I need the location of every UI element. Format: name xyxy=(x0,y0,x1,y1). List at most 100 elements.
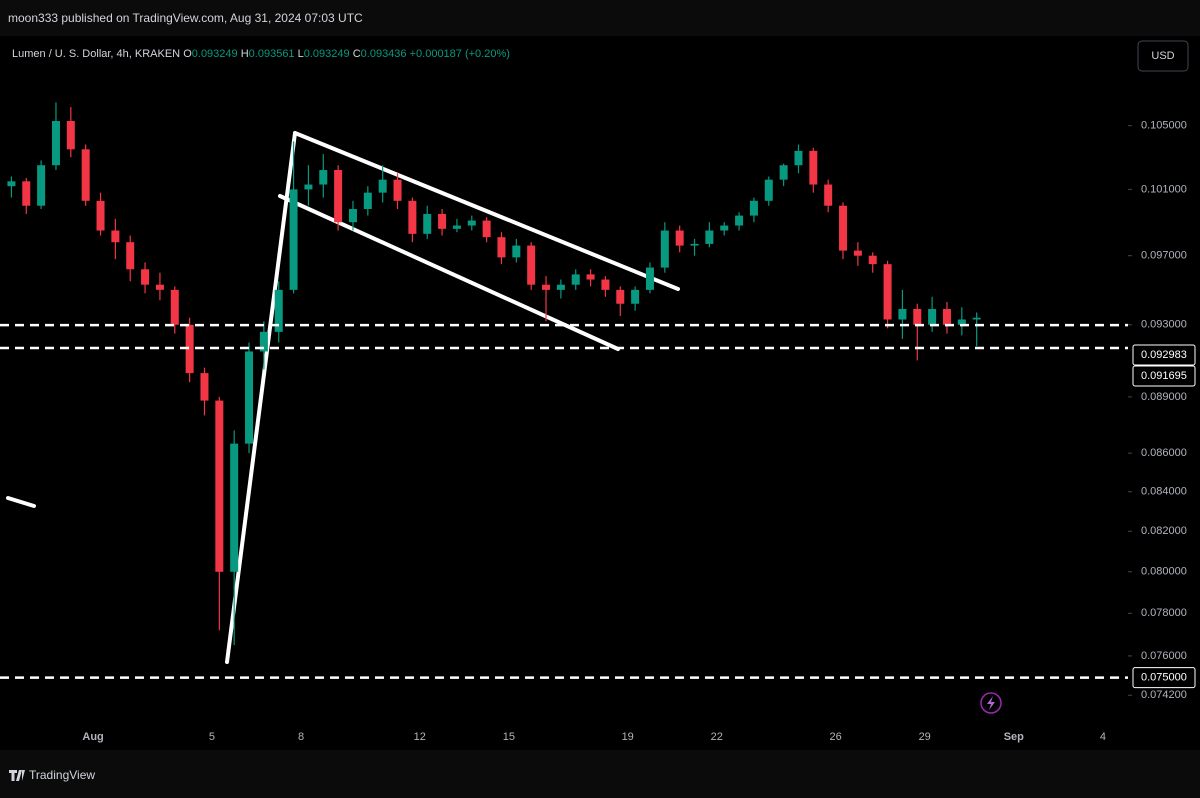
symbol: Lumen / U. S. Dollar, 4h, KRAKEN xyxy=(12,48,180,60)
event-icon[interactable] xyxy=(980,692,1002,714)
legend: Lumen / U. S. Dollar, 4h, KRAKEN O0.0932… xyxy=(12,48,510,60)
candle-body xyxy=(527,245,536,285)
tv-logo xyxy=(9,770,25,781)
x-tick-label: 8 xyxy=(298,731,304,743)
candle-body xyxy=(408,200,417,234)
currency-label[interactable]: USD xyxy=(1151,50,1174,62)
candle-body xyxy=(334,170,343,223)
candle-body xyxy=(155,284,164,290)
level-label: 0.075000 xyxy=(1141,672,1187,684)
ohlc-key: C xyxy=(353,48,361,60)
candle-body xyxy=(363,192,372,210)
ohlc-key: H xyxy=(241,48,249,60)
candle-body xyxy=(705,230,714,244)
candle-body xyxy=(7,181,16,187)
candle-body xyxy=(913,308,922,325)
candle-body xyxy=(749,200,758,216)
x-tick-label: 12 xyxy=(414,731,426,743)
candle-body xyxy=(586,274,595,280)
candle-body xyxy=(720,225,729,231)
candle-body xyxy=(51,121,60,166)
candle-body xyxy=(141,269,150,285)
level-box xyxy=(1132,344,1196,366)
candle-body xyxy=(319,170,328,185)
candle-body xyxy=(230,443,239,572)
legend-text: Lumen / U. S. Dollar, 4h, KRAKEN O0.0932… xyxy=(12,48,510,60)
level-box xyxy=(1132,365,1196,387)
candle-body xyxy=(764,179,773,201)
candle-body xyxy=(111,230,120,243)
y-tick-label: 0.101000 xyxy=(1141,183,1187,195)
x-tick-label: 15 xyxy=(503,731,515,743)
level-label: 0.092983 xyxy=(1141,349,1187,361)
x-tick-label: Sep xyxy=(1004,731,1024,743)
candle-body xyxy=(215,400,224,572)
candle-body xyxy=(942,308,951,325)
y-tick-label: 0.097000 xyxy=(1141,250,1187,262)
y-tick-label: 0.082000 xyxy=(1141,525,1187,537)
candle-body xyxy=(690,243,699,246)
candle-body xyxy=(824,184,833,206)
candle-body xyxy=(616,289,625,304)
y-tick-label: 0.105000 xyxy=(1141,120,1187,132)
candle-body xyxy=(274,289,283,332)
candle-body xyxy=(304,184,313,190)
candle-body xyxy=(438,213,447,229)
x-tick-label: 19 xyxy=(622,731,634,743)
x-tick-label: 29 xyxy=(919,731,931,743)
y-tick-label: 0.084000 xyxy=(1141,486,1187,498)
candle-body xyxy=(467,220,476,226)
candle-body xyxy=(37,165,46,206)
ohlc-key: L xyxy=(298,48,304,60)
candle-body xyxy=(497,237,506,258)
plot-area xyxy=(0,36,1128,750)
candle-body xyxy=(868,255,877,265)
ohlc-value: 0.093561 xyxy=(249,48,295,60)
candle-body xyxy=(809,150,818,185)
candle-body xyxy=(794,150,803,166)
currency-button[interactable] xyxy=(1137,40,1189,72)
ohlc-value: 0.093249 xyxy=(192,48,238,60)
candle-body xyxy=(601,279,610,290)
candle-body xyxy=(452,225,461,229)
level-label: 0.091695 xyxy=(1141,370,1187,382)
candle-body xyxy=(200,373,209,401)
candle-body xyxy=(542,284,551,290)
event-bolt xyxy=(987,696,995,710)
ohlc-value: 0.093249 xyxy=(304,48,350,60)
y-tick-label: 0.076000 xyxy=(1141,650,1187,662)
candle-body xyxy=(66,121,75,150)
candle-body xyxy=(81,149,90,201)
candle-body xyxy=(96,200,105,231)
candle-body xyxy=(972,317,981,320)
candle-body xyxy=(883,264,892,320)
ohlc-key: O xyxy=(183,48,192,60)
x-tick-label: 5 xyxy=(209,731,215,743)
channel-top xyxy=(293,131,680,291)
candle-body xyxy=(423,213,432,234)
y-tick-label: 0.080000 xyxy=(1141,566,1187,578)
candle-body xyxy=(853,250,862,256)
candle-body xyxy=(185,324,194,374)
candle-body xyxy=(289,189,298,290)
candle-body xyxy=(735,215,744,226)
x-tick-label: Aug xyxy=(82,731,103,743)
candle-body xyxy=(631,289,640,304)
candle-body xyxy=(512,245,521,258)
level-box xyxy=(1132,667,1196,689)
candle-body xyxy=(779,165,788,180)
y-tick-label: 0.074200 xyxy=(1141,689,1187,701)
y-tick-label: 0.089000 xyxy=(1141,391,1187,403)
trend-line xyxy=(225,131,297,664)
footer-brand: TradingView xyxy=(29,768,95,782)
candle-body xyxy=(957,319,966,325)
ohlc-value: 0.093436 xyxy=(361,48,407,60)
change: +0.000187 (+0.20%) xyxy=(410,48,510,60)
candle-body xyxy=(482,220,491,238)
candle-body xyxy=(393,179,402,201)
candle-body xyxy=(645,267,654,290)
candle-body xyxy=(259,331,268,352)
candle-body xyxy=(126,242,135,270)
